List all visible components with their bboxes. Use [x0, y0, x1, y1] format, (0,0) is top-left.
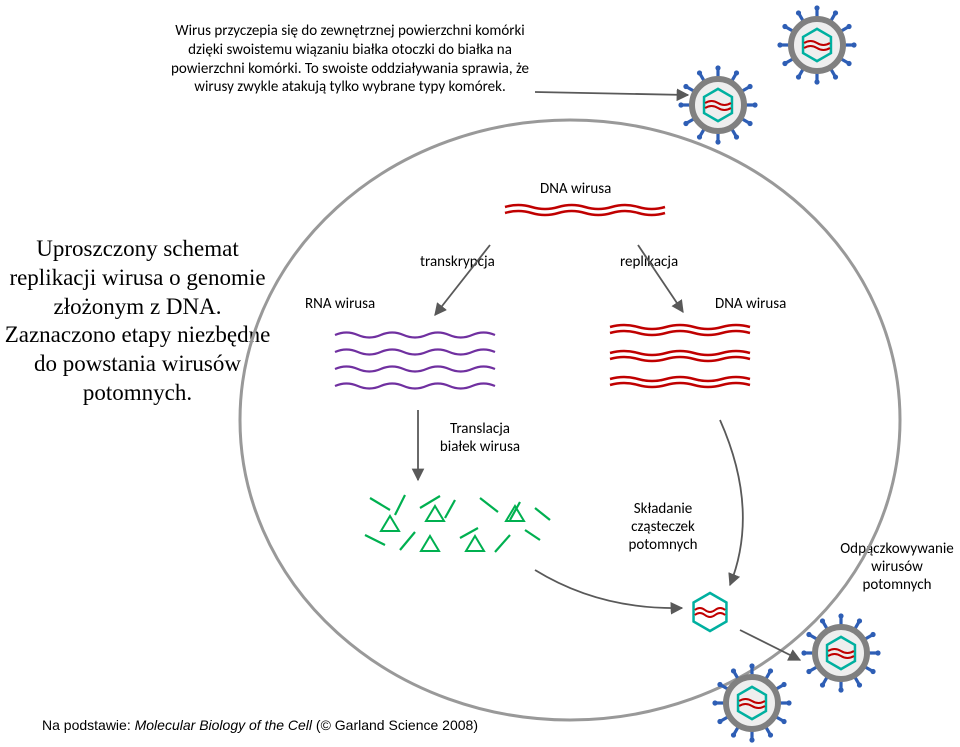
diagram-svg	[0, 0, 960, 747]
